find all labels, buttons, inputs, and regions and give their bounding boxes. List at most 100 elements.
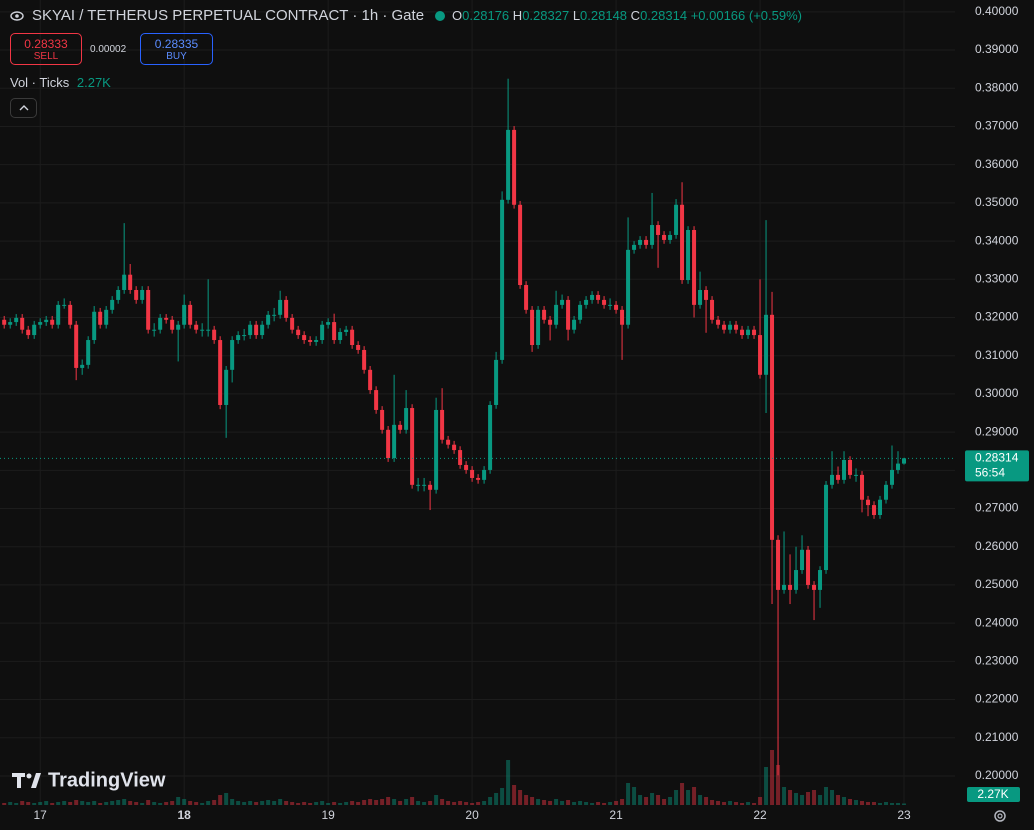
candle-body	[278, 299, 283, 315]
volume-bar	[356, 802, 361, 805]
x-tick-label: 18	[177, 808, 191, 822]
volume-bar	[530, 797, 535, 805]
volume-bar	[320, 801, 325, 805]
candle-body	[530, 309, 535, 345]
candle-body	[716, 319, 721, 325]
volume-bar	[818, 795, 823, 805]
candle-body	[416, 484, 421, 486]
volume-bar	[464, 802, 469, 805]
candle-body	[182, 304, 187, 325]
candle-body	[38, 322, 43, 325]
volume-bar	[332, 802, 337, 805]
volume-bar	[506, 760, 511, 805]
price-tag-value: 0.28314	[975, 450, 1019, 464]
candle-body	[2, 319, 7, 325]
x-tick-label: 23	[897, 808, 911, 822]
candle-body	[404, 408, 409, 430]
candle-body	[368, 369, 373, 391]
candle-body	[674, 204, 679, 235]
candle-body	[134, 289, 139, 300]
candle-body	[242, 335, 247, 337]
candle-body	[692, 230, 697, 305]
candle-body	[284, 299, 289, 318]
candle-body	[206, 329, 211, 331]
candle-body	[218, 340, 223, 405]
volume-bar	[632, 787, 637, 805]
candle-body	[116, 289, 121, 300]
candle-body	[704, 289, 709, 300]
volume-bar	[206, 801, 211, 805]
candle-body	[344, 329, 349, 333]
candle-body	[110, 299, 115, 310]
candle-body	[596, 294, 601, 300]
volume-bar	[572, 802, 577, 805]
volume-bar	[284, 801, 289, 805]
volume-bar	[434, 795, 439, 805]
volume-bar	[680, 783, 685, 805]
buy-button[interactable]: 0.28335 BUY	[140, 33, 213, 65]
candle-body	[254, 324, 259, 336]
volume-bar	[290, 802, 295, 805]
volume-bar	[758, 797, 763, 805]
ohlc-label: O	[452, 8, 463, 23]
candle-body	[698, 289, 703, 305]
volume-bar	[626, 783, 631, 805]
collapse-button[interactable]	[10, 98, 37, 118]
candle-body	[176, 324, 181, 330]
volume-bar	[824, 787, 829, 805]
y-tick-label: 0.31000	[975, 348, 1019, 362]
candle-body	[458, 450, 463, 465]
volume-bar	[740, 803, 745, 805]
candle-body	[488, 404, 493, 470]
candle-body	[386, 429, 391, 459]
volume-bar	[764, 767, 769, 805]
y-tick-label: 0.29000	[975, 424, 1019, 438]
volume-bar	[308, 803, 313, 805]
change: +0.00166 (+0.59%)	[690, 8, 802, 23]
candle-body	[494, 359, 499, 405]
volume-bar	[494, 793, 499, 805]
candle-body	[122, 274, 127, 290]
candle-body	[506, 129, 511, 200]
candle-body	[440, 409, 445, 440]
candle-body	[164, 317, 169, 320]
eye-icon	[10, 10, 24, 21]
volume-bar	[458, 801, 463, 805]
candle-body	[428, 484, 433, 490]
volume-bar	[698, 795, 703, 805]
volume-bar	[164, 802, 169, 805]
volume-bar	[500, 788, 505, 805]
candle-body	[356, 345, 361, 350]
volume-bar	[776, 765, 781, 805]
y-tick-label: 0.27000	[975, 501, 1019, 515]
ohlc-value: 0.28176	[462, 8, 510, 23]
candle-body	[812, 584, 817, 590]
y-tick-label: 0.38000	[975, 80, 1019, 94]
price-tag-countdown: 56:54	[975, 465, 1005, 479]
candle-body	[890, 469, 895, 485]
volume-bar	[278, 799, 283, 805]
settings-button[interactable]	[994, 810, 1006, 822]
ohlc-label: L	[572, 8, 581, 23]
ohlc-value: 0.28314	[640, 8, 688, 23]
volume-bar	[812, 790, 817, 805]
volume-bar	[200, 803, 205, 805]
y-tick-label: 0.33000	[975, 271, 1019, 285]
volume-bar	[542, 800, 547, 805]
volume-bar	[548, 801, 553, 805]
volume-bar	[98, 803, 103, 805]
volume-bar	[512, 785, 517, 805]
volume-bar	[734, 802, 739, 805]
sell-button[interactable]: 0.28333 SELL	[10, 33, 82, 65]
candle-body	[314, 340, 319, 342]
header: SKYAI / TETHERUS PERPETUAL CONTRACT · 1h…	[10, 7, 802, 24]
volume-bar	[482, 801, 487, 805]
candle-body	[746, 329, 751, 336]
ohlc-value: 0.28148	[580, 8, 628, 23]
price-tag	[965, 450, 1029, 482]
volume-bar	[470, 803, 475, 805]
volume-bar	[260, 801, 265, 805]
candle-body	[740, 329, 745, 336]
y-tick-label: 0.26000	[975, 539, 1019, 553]
volume-bar	[62, 801, 67, 805]
